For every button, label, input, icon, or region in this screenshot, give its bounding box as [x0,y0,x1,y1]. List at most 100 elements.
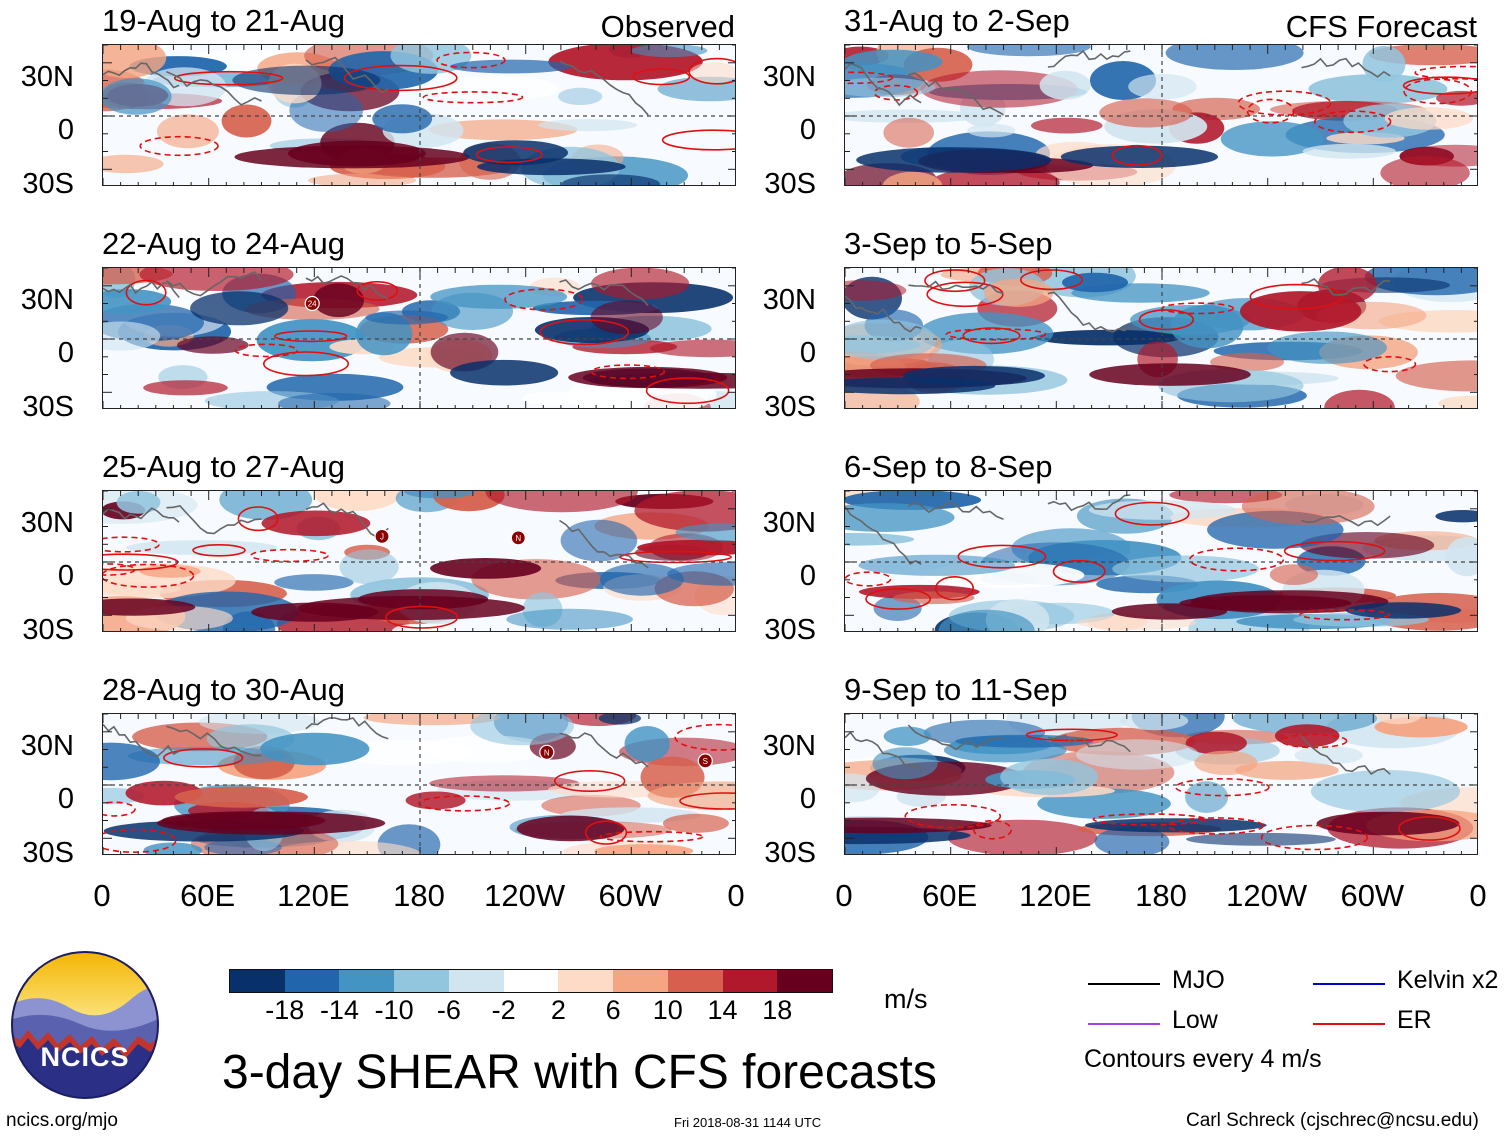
colorbar-label: 10 [652,995,683,1025]
panel-title: 3-Sep to 5-Sep [844,226,1053,261]
shear-anomaly-blob [983,278,1054,307]
shear-anomaly-blob [103,289,172,315]
shear-anomaly-blob [156,114,219,149]
colorbar-swatch [722,970,779,992]
legend-label: Kelvin x2 [1397,966,1499,994]
shear-anomaly-blob [1269,564,1318,585]
shear-strong-band [568,366,728,389]
lat-label: 30S [764,168,816,200]
er-contour [273,330,348,343]
shear-anomaly-blob [1185,731,1247,755]
shear-anomaly-blob [143,380,228,396]
shear-anomaly-blob [667,562,735,586]
er-contour [904,803,1002,829]
lat-label: 30S [22,837,74,869]
legend-label: Low [1172,1006,1218,1034]
shear-anomaly-blob [103,321,161,351]
shear-anomaly-blob [274,574,354,591]
lat-label: 30N [20,61,74,93]
panel-title: 6-Sep to 8-Sep [844,449,1053,484]
lat-label: 30S [22,614,74,646]
er-contour [1402,76,1477,95]
er-contour [103,828,177,853]
lon-label: 0 [835,878,853,913]
shear-field [845,268,1477,408]
er-contour [103,536,160,553]
er-contour [125,279,167,306]
shear-anomaly-blob [485,491,638,513]
shear-anomaly-blob [429,775,580,792]
shear-anomaly-blob [1112,555,1259,583]
shear-strong-band [1179,595,1352,611]
shear-anomaly-blob [882,171,943,185]
shear-strong-band [845,817,992,834]
footer-credit: Carl Schreck (cjschrec@ncsu.edu) [1186,1110,1479,1131]
shear-anomaly-blob [363,714,501,726]
tropical-cyclone-icon: N [510,530,526,546]
er-contour [343,64,458,92]
shear-strong-band [103,598,196,616]
er-contour [1114,501,1190,526]
lon-label: 120E [1019,878,1092,913]
lat-label: 0 [799,783,816,815]
er-contour [1167,817,1265,835]
shear-anomaly-blob [127,746,287,766]
er-contour [237,506,279,532]
shear-anomaly-blob [307,173,417,185]
er-contour [661,129,735,151]
lat-label: 30N [762,284,816,316]
er-contour [584,820,628,845]
coastline [845,49,1391,116]
shear-field [103,45,735,185]
colorbar-swatch [558,970,615,992]
shear-anomaly-blob [103,563,236,599]
shear-anomaly-blob [947,819,1098,854]
shear-anomaly-blob [1445,536,1477,577]
er-contour [1398,816,1461,841]
shear-strong-band [902,365,1045,386]
legend-label: MJO [1172,966,1225,994]
shear-strong-band [856,147,1052,173]
lat-label: 30S [764,614,816,646]
shear-anomaly-blob [177,336,249,354]
er-contour [539,318,630,346]
panel-source-label: CFS Forecast [1285,9,1477,44]
colorbar-units: m/s [884,984,928,1014]
coastline [103,717,649,768]
shear-anomaly-blob [538,119,638,132]
lat-label: 30N [762,507,816,539]
er-contour [1138,309,1195,331]
colorbar-swatch [284,970,341,992]
shear-anomaly-blob [103,78,172,115]
shear-anomaly-blob [594,844,694,854]
shear-anomaly-blob [1220,121,1324,157]
shear-map-panel [844,490,1478,632]
er-contour [1299,608,1390,621]
shear-anomaly-blob [558,87,603,105]
panel-source-label: Observed [600,9,735,44]
footer-url[interactable]: ncics.org/mjo [6,1110,118,1131]
shear-anomaly-blob [1240,291,1362,332]
shear-anomaly-blob [1232,714,1377,734]
lat-label: 30N [20,507,74,539]
shear-anomaly-blob [1302,143,1396,159]
shear-map-panel: 24 [102,267,736,409]
shear-anomaly-blob [1039,70,1091,100]
footer-timestamp: Fri 2018-08-31 1144 UTC [674,1115,822,1130]
lat-label: 30N [20,284,74,316]
shear-anomaly-blob [1076,739,1199,770]
shear-strong-band [1089,363,1251,386]
er-contour [436,51,506,69]
legend-line-low [1088,1023,1160,1025]
shear-anomaly-blob [278,393,391,408]
shear-anomaly-blob [392,623,455,631]
lat-label: 0 [57,783,74,815]
shear-anomaly-blob [675,523,735,542]
shear-anomaly-blob [125,540,278,555]
colorbar-swatch [448,970,505,992]
panel-title: 25-Aug to 27-Aug [102,449,346,484]
lat-label: 0 [799,337,816,369]
colorbar-label: 14 [707,995,738,1025]
er-contour [1260,824,1369,851]
